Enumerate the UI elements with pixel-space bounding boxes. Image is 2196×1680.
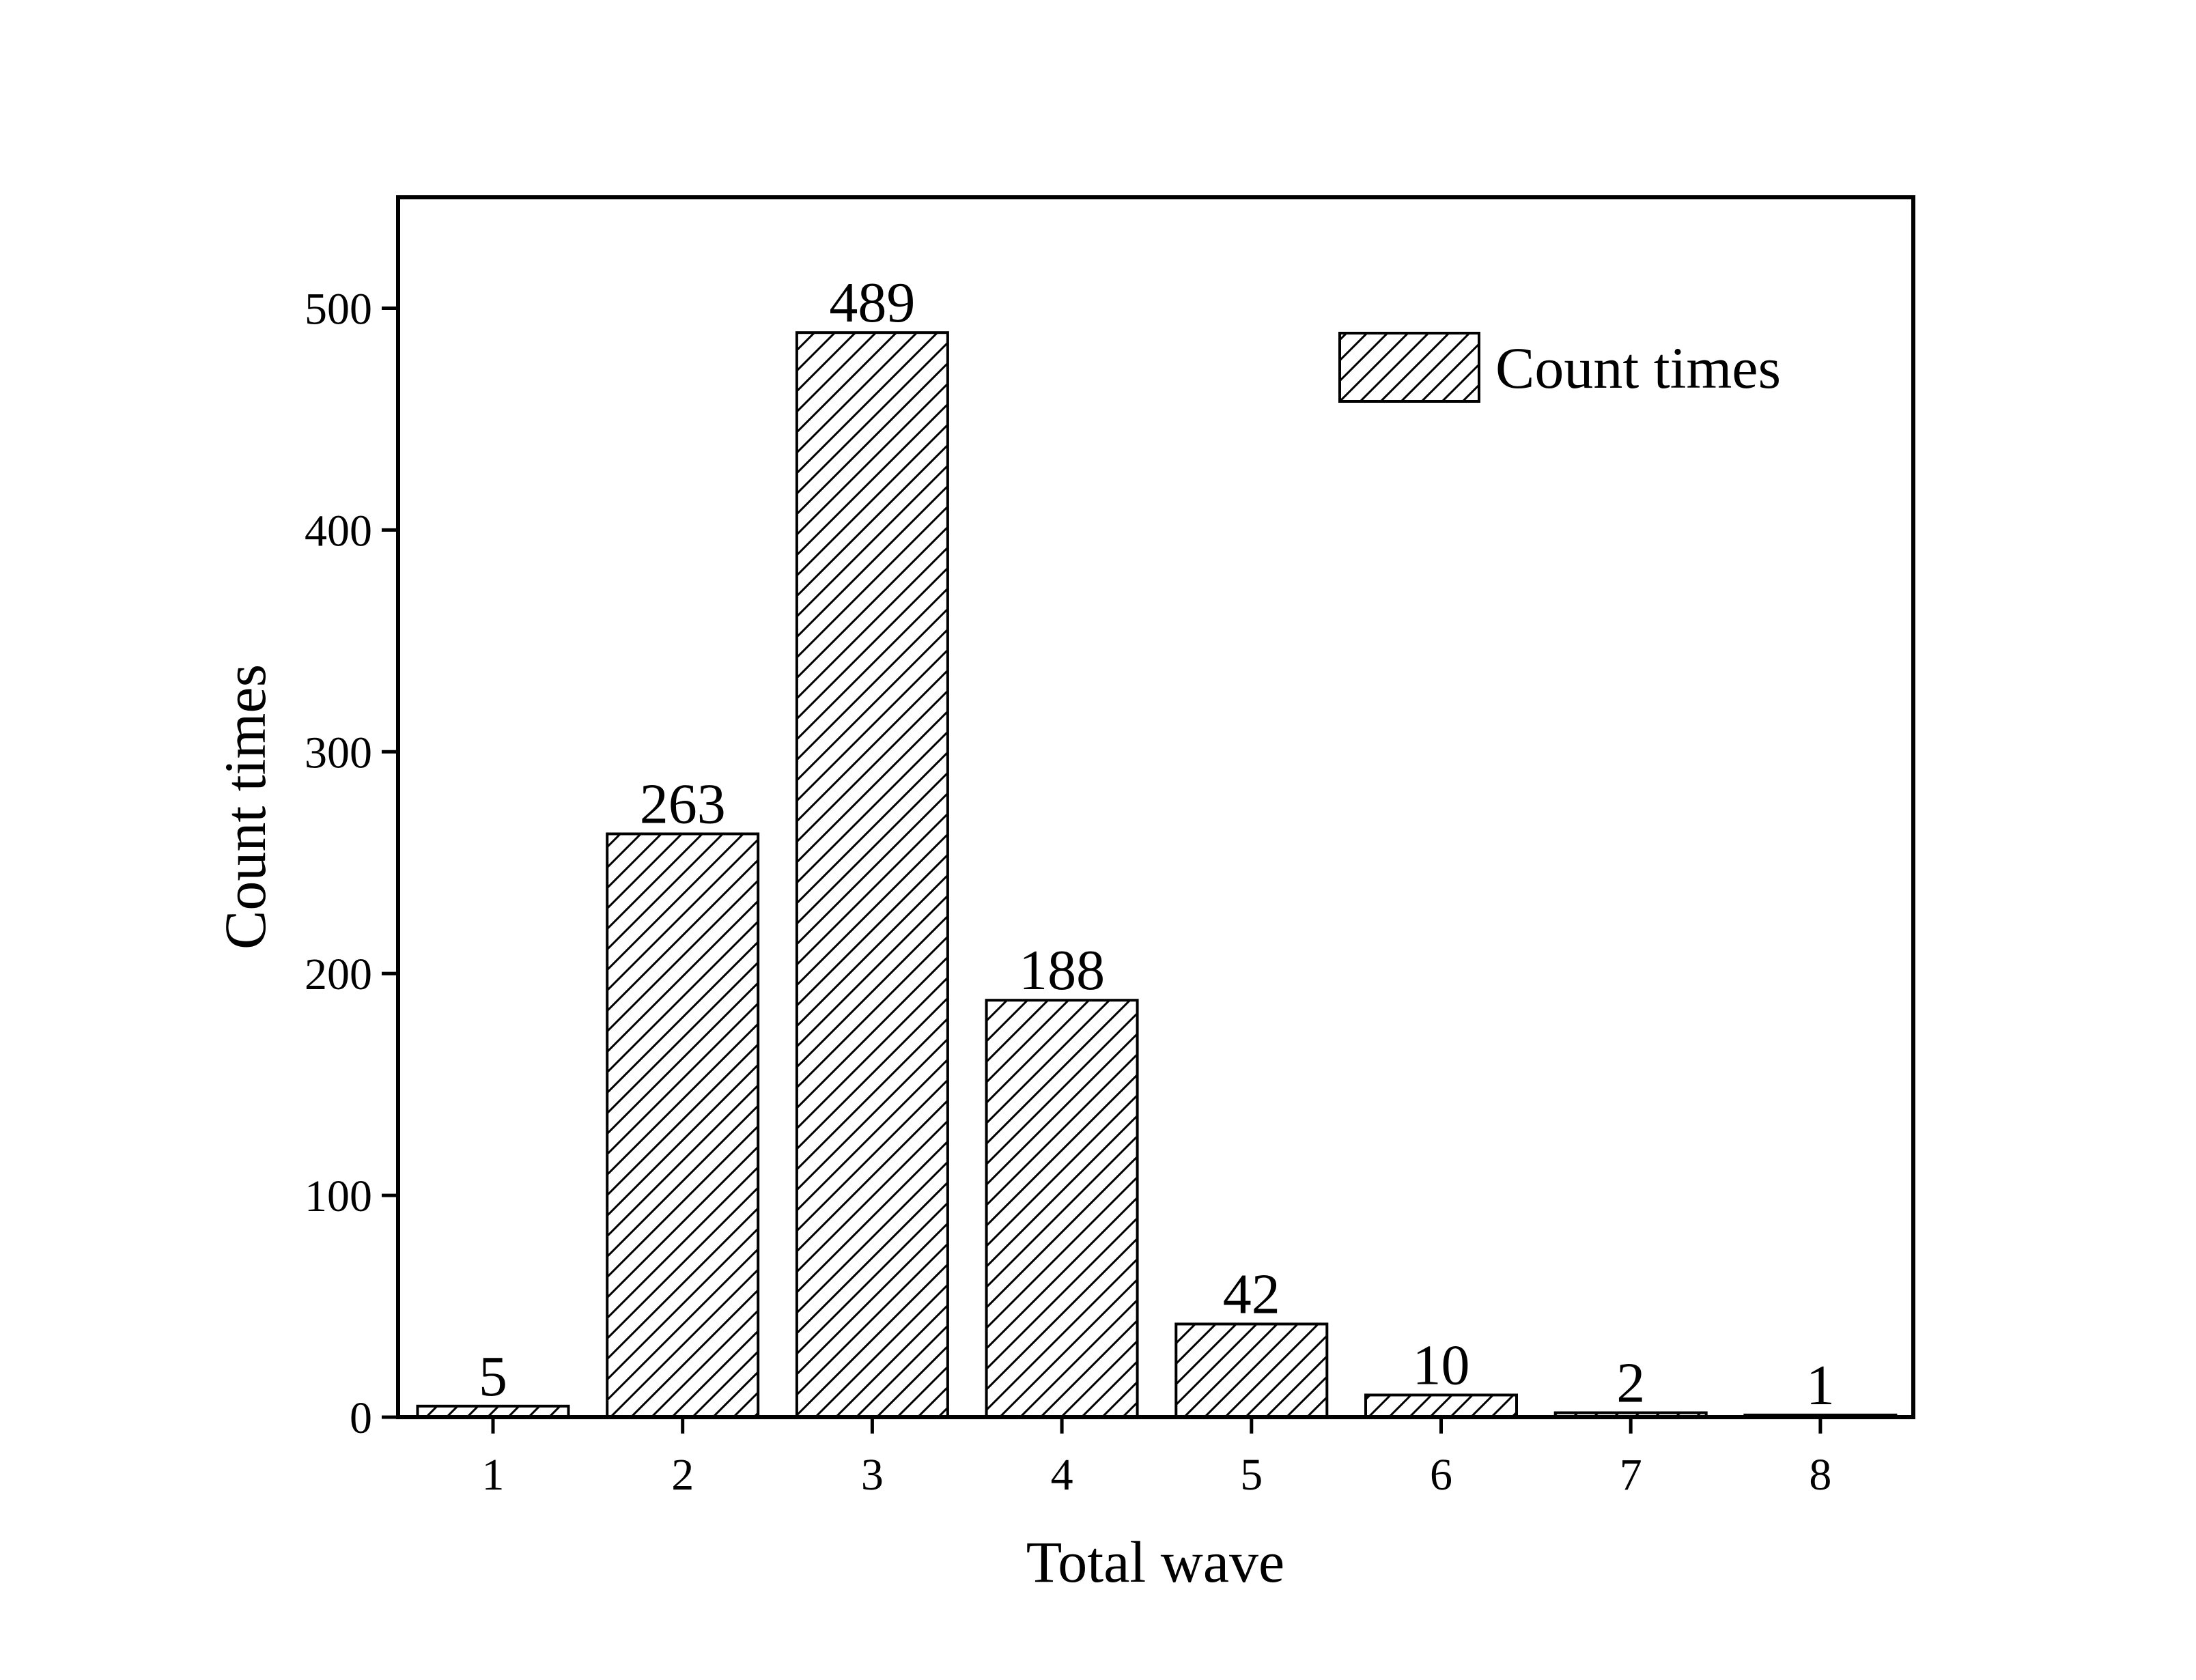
plot-frame	[396, 195, 1915, 1419]
x-tick-label: 4	[1051, 1450, 1073, 1500]
y-axis-title: Count times	[212, 664, 278, 950]
x-tick-label: 3	[861, 1450, 884, 1500]
x-tick-label: 6	[1430, 1450, 1452, 1500]
legend-label: Count times	[1495, 335, 1781, 401]
x-tick-label: 1	[482, 1450, 505, 1500]
bar-6	[1364, 1393, 1518, 1419]
y-tick-label: 100	[305, 1171, 372, 1221]
bar-3	[795, 331, 949, 1419]
legend: Count times	[1338, 332, 1781, 403]
x-axis: 1 2 3 4 5 6 7 8	[482, 1417, 1831, 1500]
y-tick-label: 200	[305, 950, 372, 999]
bar-5	[1174, 1322, 1329, 1419]
data-label-6: 10	[1413, 1334, 1470, 1397]
y-tick-label: 300	[305, 728, 372, 778]
y-axis: 0 100 200 300 400 500	[305, 284, 398, 1443]
x-tick-label: 8	[1809, 1450, 1831, 1500]
legend-swatch	[1338, 332, 1480, 403]
data-label-3: 489	[829, 271, 915, 334]
data-label-7: 2	[1616, 1352, 1645, 1415]
data-label-8: 1	[1806, 1354, 1835, 1417]
x-tick-label: 7	[1620, 1450, 1642, 1500]
data-label-4: 188	[1019, 939, 1105, 1002]
y-tick-label: 0	[350, 1393, 372, 1443]
y-tick-label: 500	[305, 284, 372, 334]
data-labels-layer: 5 263 489 188 42 10 2 1	[479, 271, 1835, 1417]
x-tick-label: 2	[671, 1450, 694, 1500]
y-tick-label: 400	[305, 506, 372, 556]
data-label-1: 5	[479, 1345, 507, 1408]
data-label-2: 263	[640, 773, 726, 836]
bar-2	[606, 832, 760, 1419]
x-axis-title: Total wave	[1026, 1529, 1284, 1595]
bars-layer	[416, 331, 1898, 1419]
x-tick-label: 5	[1240, 1450, 1263, 1500]
data-label-5: 42	[1223, 1263, 1280, 1326]
bar-4	[985, 999, 1139, 1419]
